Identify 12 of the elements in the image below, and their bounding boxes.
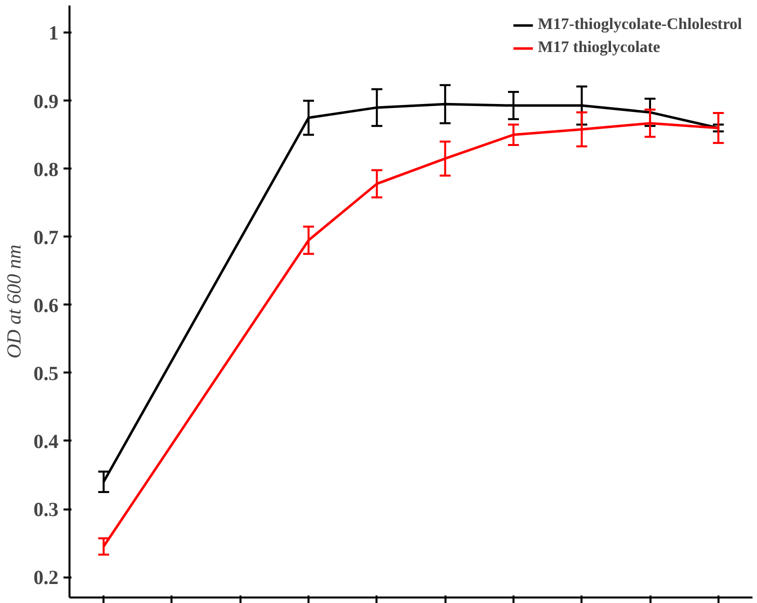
legend-label: M17 thioglycolate	[538, 39, 660, 57]
legend-label: M17-thioglycolate-Chlolestrol	[538, 16, 742, 34]
y-tick-label: 0.2	[34, 567, 58, 590]
y-tick-label: 0.4	[34, 430, 58, 453]
y-tick-label: 1	[48, 22, 58, 45]
y-tick-label: 0.3	[34, 499, 58, 522]
y-tick-label: 0.7	[34, 226, 58, 249]
y-axis-title: OD at 600 nm	[4, 244, 26, 358]
y-tick-label: 0.9	[34, 90, 58, 113]
y-tick-label: 0.6	[34, 294, 58, 317]
y-tick-label: 0.5	[34, 362, 58, 385]
y-tick-label: 0.8	[34, 158, 58, 181]
